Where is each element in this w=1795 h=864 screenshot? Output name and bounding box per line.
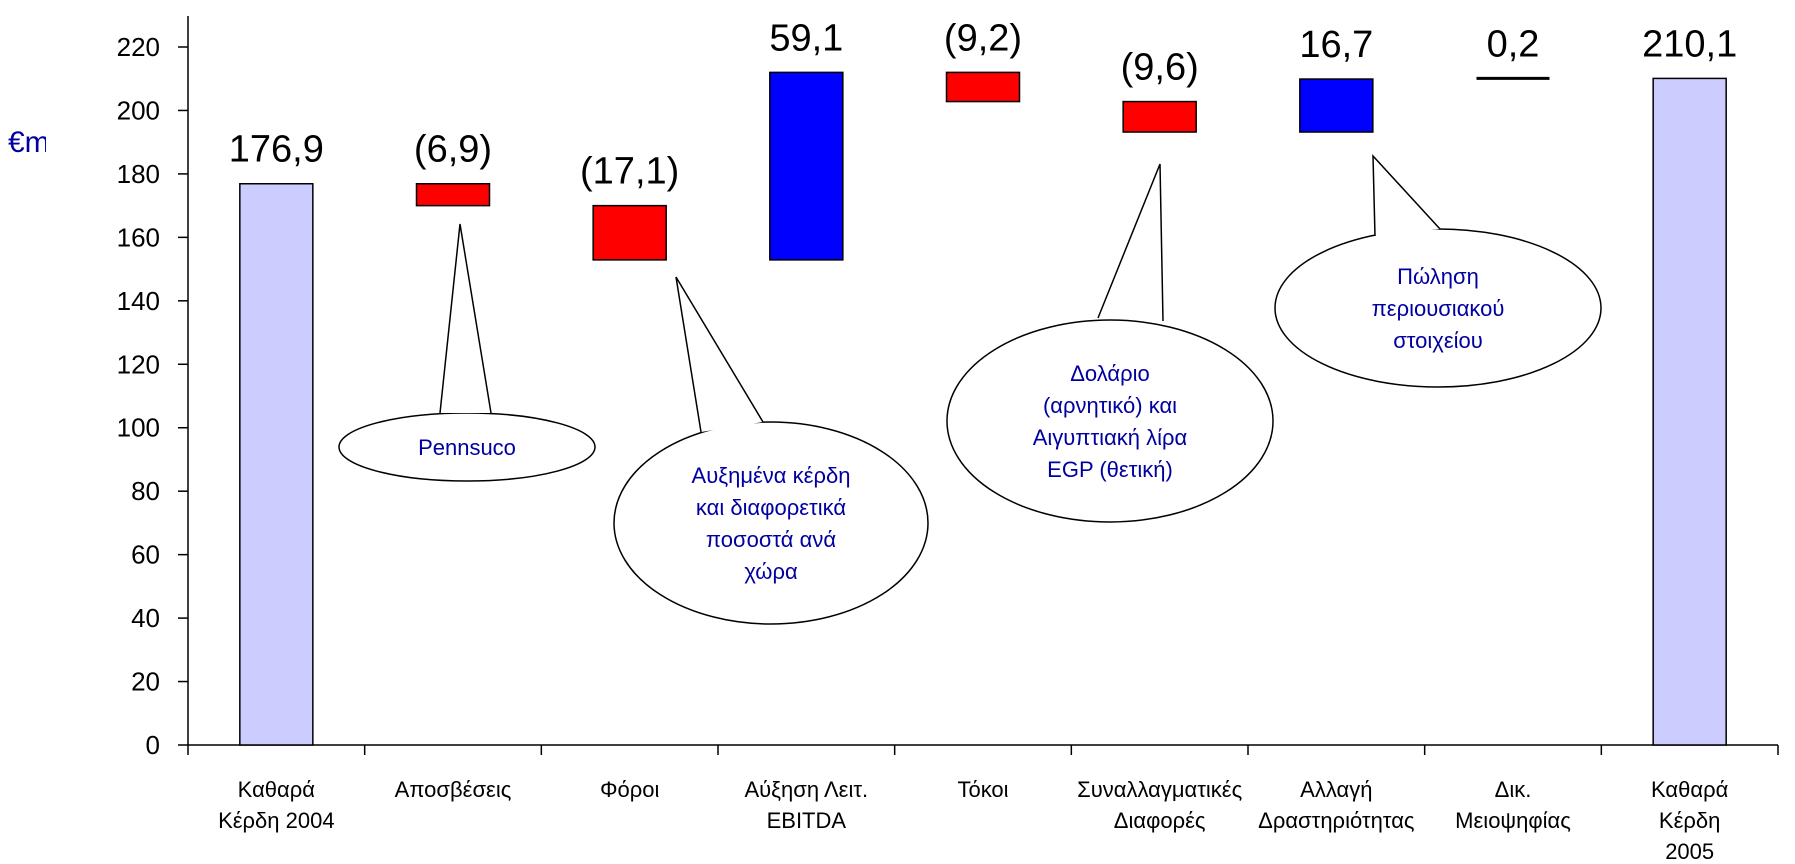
callout-tail-fill — [1098, 164, 1163, 321]
x-category-label: Δικ. — [1495, 777, 1532, 802]
x-category-label: 2005 — [1665, 839, 1714, 864]
x-category-label: Μειοψηφίας — [1455, 808, 1571, 833]
y-tick-label: 80 — [131, 476, 160, 506]
x-category-label: Καθαρά — [238, 777, 316, 802]
callout-tail — [675, 276, 764, 433]
data-label: 210,1 — [1642, 23, 1737, 65]
x-category-label: Δραστηριότητας — [1258, 808, 1414, 833]
callout: Πώληση περιουσιακού στοιχείου — [1274, 154, 1602, 388]
callout-tail-fill — [676, 277, 763, 432]
data-label: (9,6) — [1121, 47, 1199, 89]
bar — [1299, 78, 1374, 133]
x-category-label: Συναλλαγματικές — [1077, 777, 1242, 802]
data-label: 59,1 — [769, 17, 843, 59]
callout-text: Αιγυπτιακή λίρα — [1033, 425, 1188, 450]
callout-bubble — [613, 421, 929, 625]
bar — [592, 204, 667, 261]
callout-text: ποσοστά ανά — [706, 527, 836, 552]
data-label: (6,9) — [414, 129, 492, 171]
x-category-label: EBITDA — [767, 808, 847, 833]
data-label: 176,9 — [229, 129, 324, 171]
x-category-label: Κέρδη 2004 — [218, 808, 335, 833]
data-label: 0,2 — [1487, 23, 1540, 65]
callout-text: Πώληση — [1397, 264, 1479, 289]
y-tick-label: 20 — [131, 667, 160, 697]
x-category-label: Καθαρά — [1651, 777, 1729, 802]
bar — [1652, 77, 1727, 746]
callout-text: στοιχείου — [1393, 328, 1483, 353]
y-tick-label: 40 — [131, 603, 160, 633]
unit-label-clip — [46, 120, 76, 170]
x-category-label: Αποσβέσεις — [395, 777, 512, 802]
callout-text: EGP (θετική) — [1047, 457, 1173, 482]
callout: Pennsuco — [338, 223, 596, 482]
y-tick-label: 180 — [117, 159, 160, 189]
y-unit-label: €m — [8, 126, 50, 159]
y-tick-label: 120 — [117, 349, 160, 379]
x-category-label: Αλλαγή — [1300, 777, 1372, 802]
x-category-label: Φόροι — [600, 777, 660, 802]
callout-tail-fill — [1373, 156, 1440, 236]
callout-text: Pennsuco — [418, 435, 516, 460]
callout-text: χώρα — [744, 559, 798, 584]
x-category-label: Τόκοι — [957, 777, 1008, 802]
data-label: (9,2) — [944, 17, 1022, 59]
bar — [415, 182, 491, 207]
y-tick-label: 160 — [117, 222, 160, 252]
y-tick-label: 220 — [117, 32, 160, 62]
callout: Δολάριο (αρνητικό) και Αιγυπτιακή λίρα EGP … — [946, 163, 1274, 523]
y-tick-label: 100 — [117, 413, 160, 443]
y-tick-label: 140 — [117, 286, 160, 316]
callout-tail — [1097, 163, 1164, 322]
x-category-label: Διαφορές — [1114, 808, 1206, 833]
callout-text: περιουσιακού — [1372, 296, 1505, 321]
callout-tail-fill — [440, 224, 491, 413]
bar — [769, 71, 844, 261]
y-tick-label: 60 — [131, 540, 160, 570]
callout-text: Δολάριο — [1070, 361, 1150, 386]
y-tick-label: 0 — [146, 730, 160, 760]
callout-text: (αρνητικό) και — [1043, 393, 1177, 418]
callout-tail — [1372, 154, 1441, 237]
callout-text: και διαφορετικά — [696, 495, 846, 520]
callout-tail — [439, 223, 492, 414]
callout-bubble — [946, 319, 1274, 523]
x-category-label: Κέρδη — [1659, 808, 1720, 833]
x-category-label: Αύξηση Λειτ. — [744, 777, 868, 802]
y-tick-label: 200 — [117, 95, 160, 125]
bar — [239, 182, 314, 746]
data-label: (17,1) — [580, 151, 679, 193]
callout-text: Αυξημένα κέρδη — [692, 463, 851, 488]
callout: Αυξημένα κέρδη και διαφορετικά ποσοστά ανά… — [613, 276, 929, 625]
bar — [945, 71, 1021, 103]
bar — [1122, 100, 1197, 133]
data-label: 16,7 — [1299, 24, 1373, 66]
